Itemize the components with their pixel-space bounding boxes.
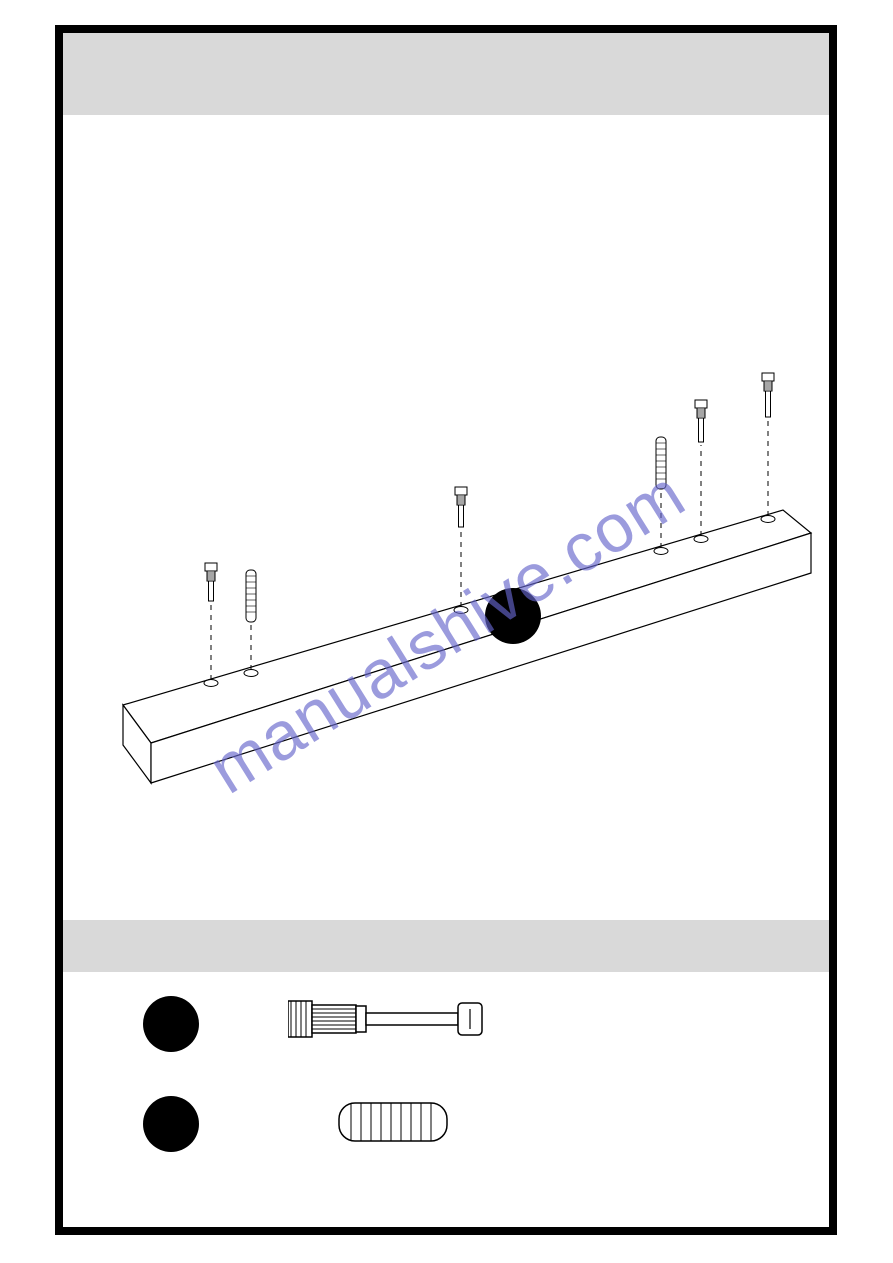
cam-bolt-large-icon — [288, 991, 488, 1052]
cam-bolt-icon — [695, 400, 707, 442]
dowel-large-icon — [335, 1097, 455, 1152]
cam-bolt-icon — [762, 373, 774, 417]
hardware-label-circle-1 — [143, 996, 199, 1052]
cam-bolt-icon — [455, 487, 467, 527]
part-label-circle — [485, 588, 541, 644]
hardware-label-circle-2 — [143, 1096, 199, 1152]
plank-illustration — [63, 115, 829, 925]
header-band — [63, 33, 829, 115]
page-frame — [55, 25, 837, 1235]
dowel-icon — [246, 570, 256, 622]
cam-bolt-icon — [205, 563, 217, 601]
assembly-diagram — [63, 115, 829, 925]
footer-band — [63, 920, 829, 972]
dowel-icon — [656, 437, 666, 489]
